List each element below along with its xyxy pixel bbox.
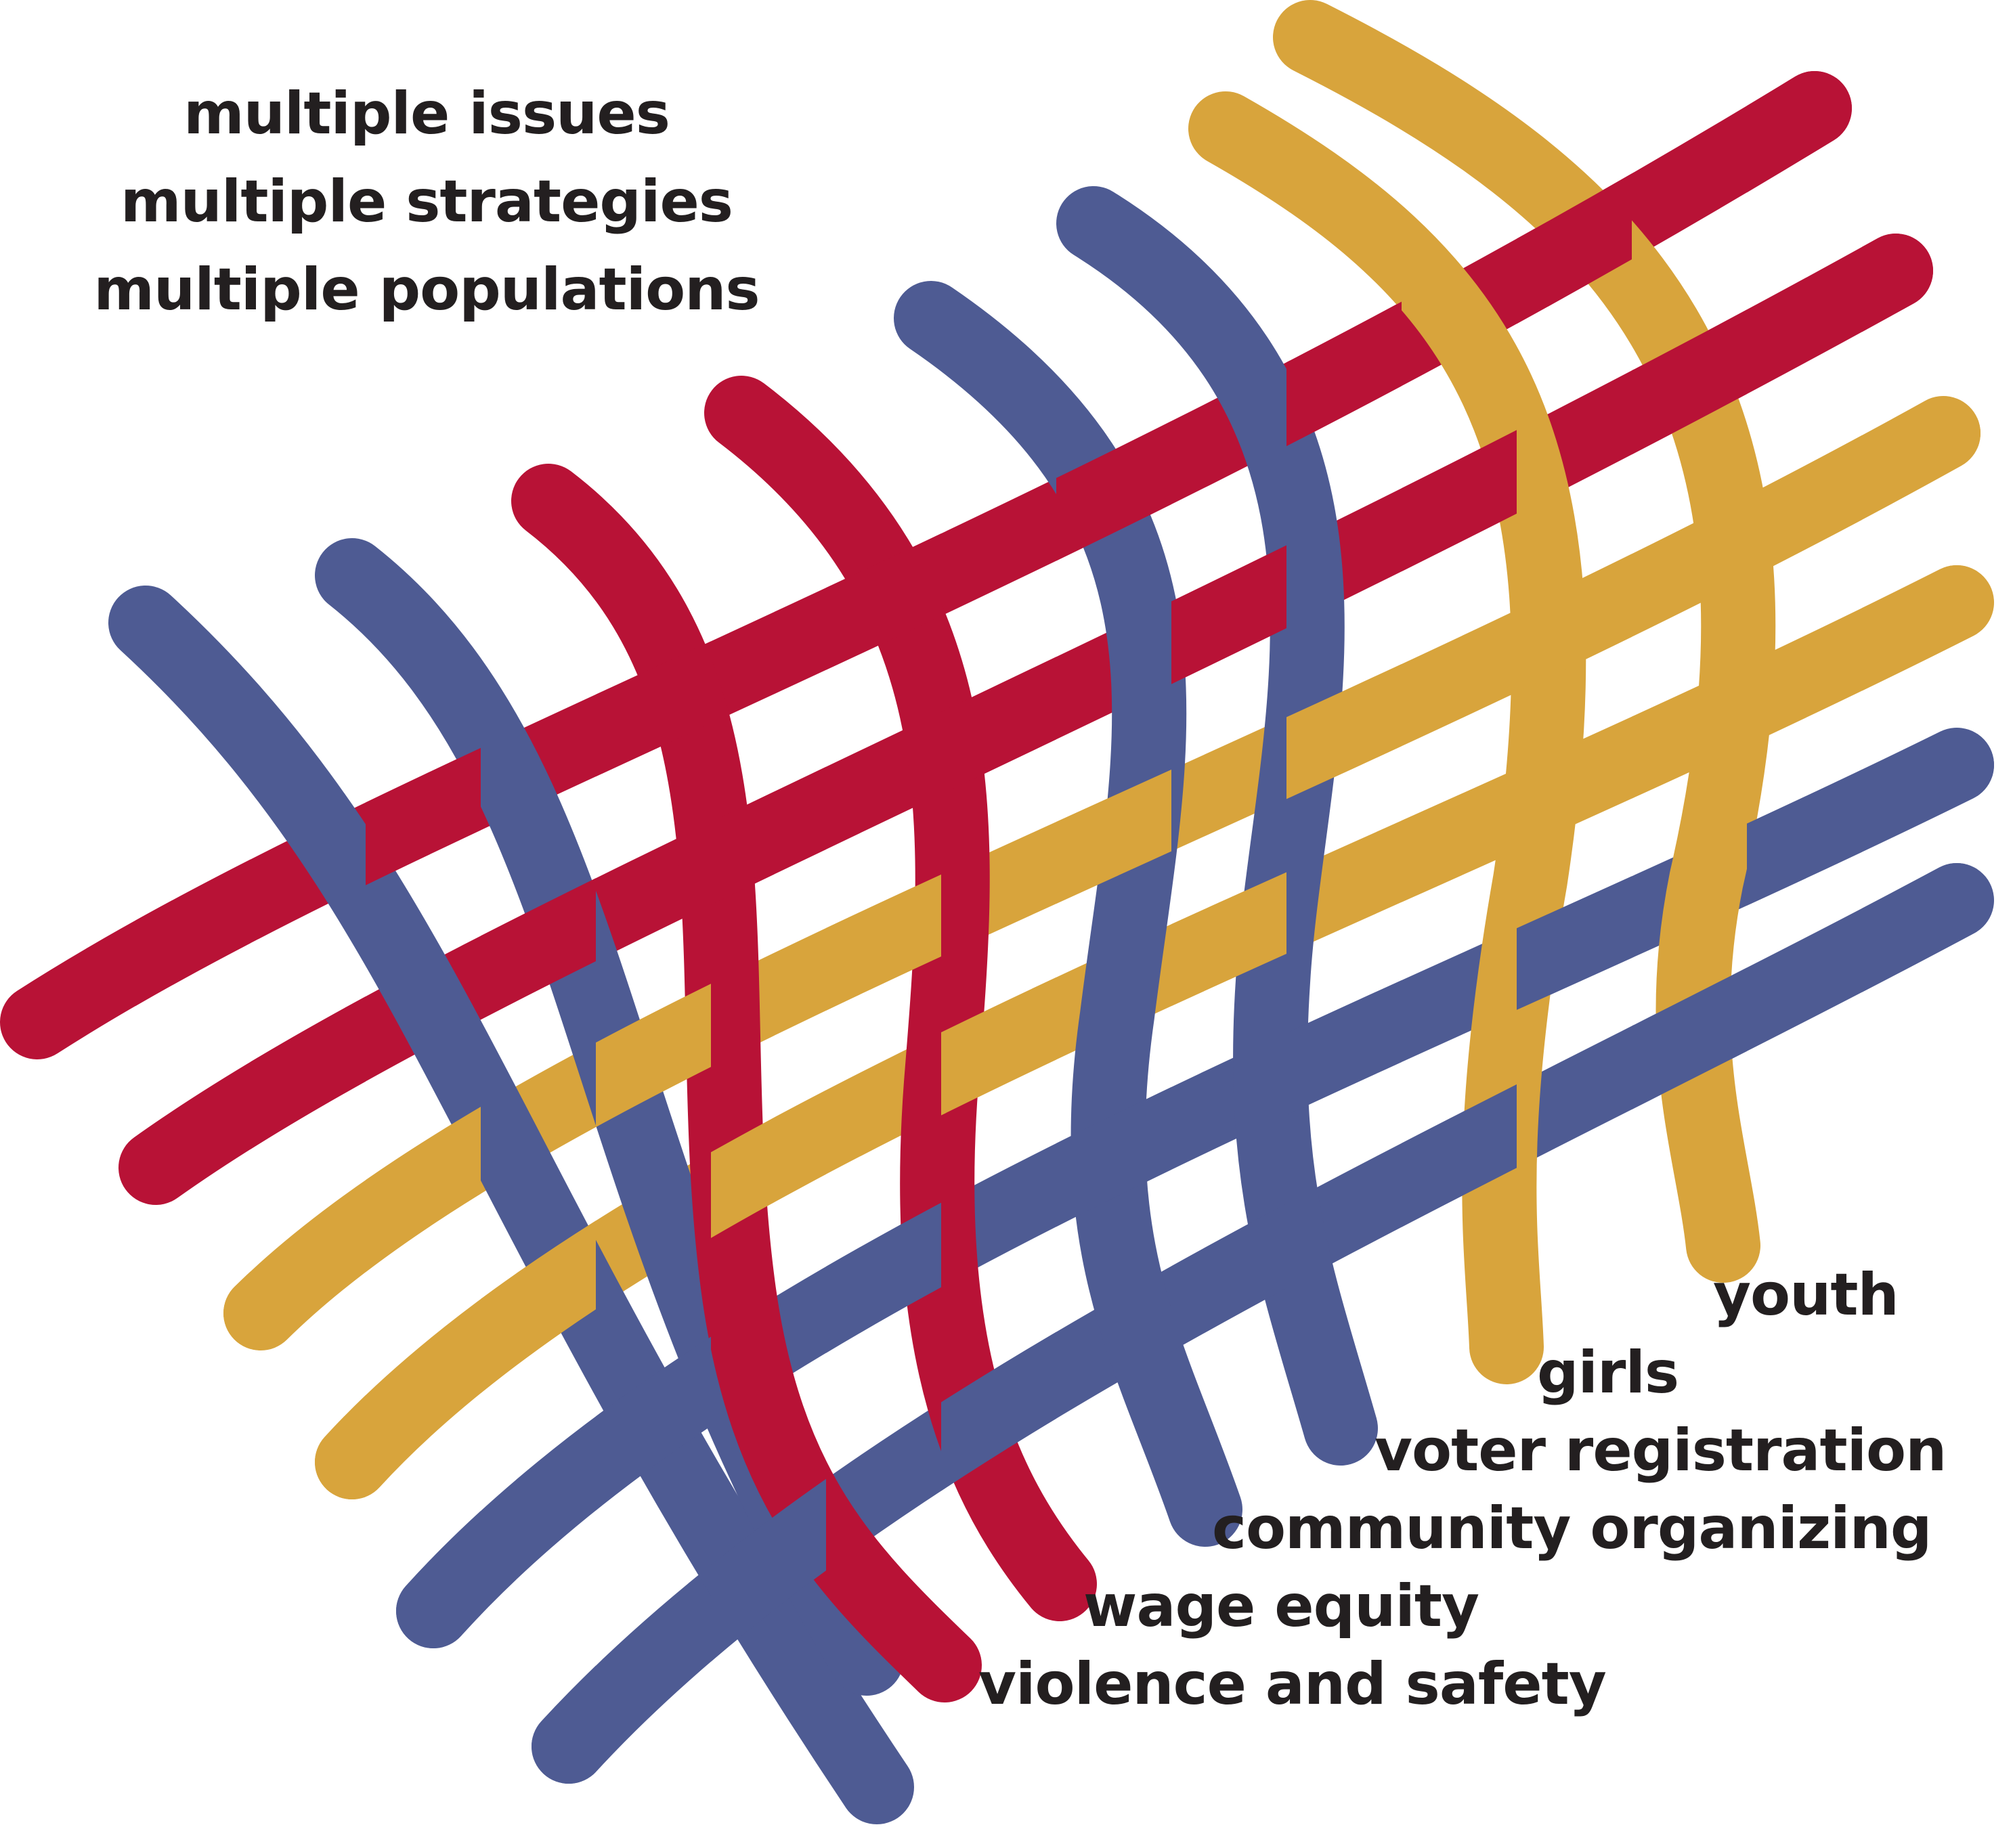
tag-community-organizing: community organizing — [1212, 1495, 1932, 1562]
tag-youth: youth — [1713, 1261, 1899, 1329]
headline-multiple-strategies: multiple strategies — [121, 168, 733, 236]
vertical-ribbon-1 — [108, 586, 914, 1824]
tag-voter-registration: voter registration — [1375, 1417, 1947, 1484]
vertical-ribbon-8 — [1273, 0, 1776, 1283]
tag-wage-equity: wage equity — [1083, 1572, 1479, 1640]
horizontal-ribbon-over-6 — [532, 863, 1994, 1784]
vertical-ribbon-7 — [1188, 91, 1586, 1384]
tag-girls: girls — [1537, 1339, 1679, 1407]
horizontal-ribbon-over-4 — [315, 565, 1994, 1499]
headline-multiple-issues: multiple issues — [183, 80, 670, 148]
tag-violence-and-safety: violence and safety — [978, 1650, 1607, 1718]
headline-multiple-populations: multiple populations — [93, 256, 760, 324]
